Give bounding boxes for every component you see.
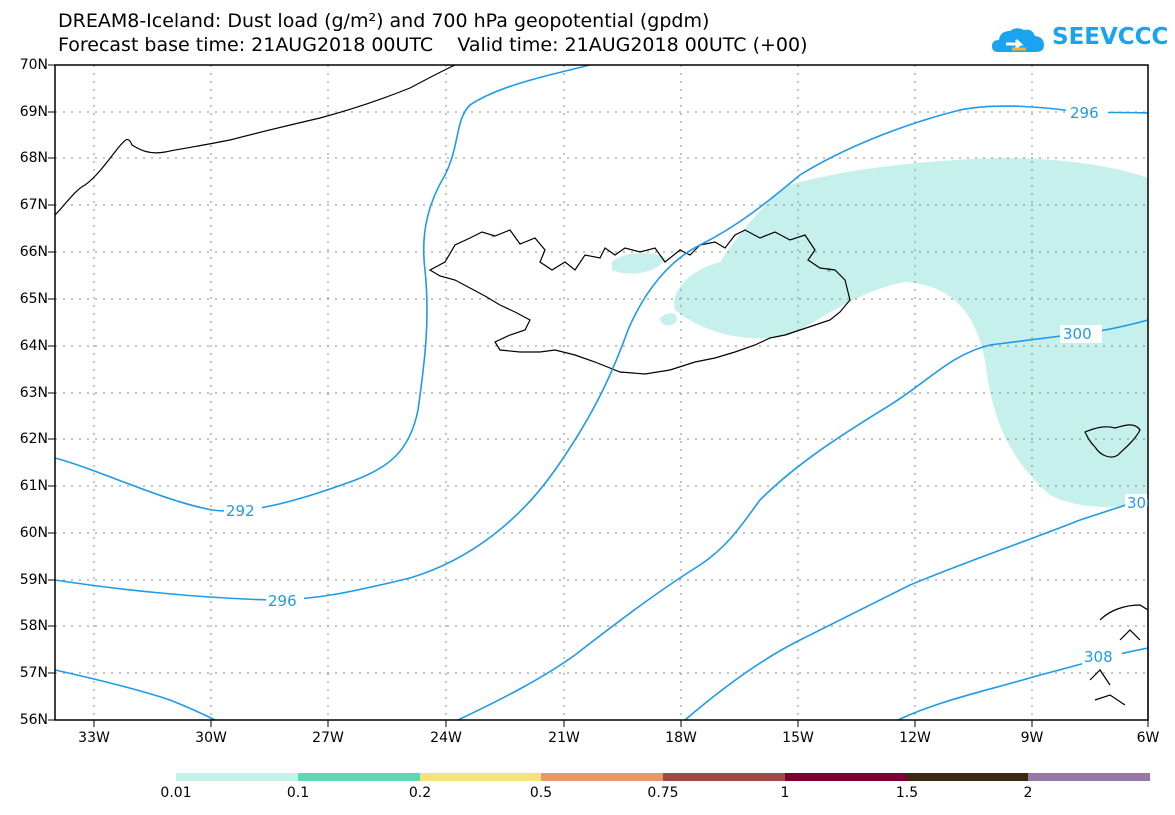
contour-label: 296 (268, 592, 297, 610)
lat-label: 61N (19, 478, 48, 494)
grid (55, 65, 1148, 720)
contour-292 (54, 64, 591, 512)
lon-label: 12W (899, 730, 931, 746)
lat-label: 69N (19, 104, 48, 120)
lon-label: 30W (195, 730, 227, 746)
contour-300-b (684, 497, 1149, 721)
geopotential-contours (54, 64, 1149, 721)
contour-300 (457, 319, 1149, 721)
iceland-coast (428, 229, 851, 375)
lon-label: 6W (1136, 730, 1160, 746)
lon-label: 21W (548, 730, 580, 746)
colorbar-swatch-1 (298, 773, 420, 781)
contour-label: 308 (1084, 648, 1113, 666)
seevccc-logo (992, 28, 1044, 52)
colorbar-label: 0.75 (647, 785, 679, 801)
colorbar-label: 2 (1023, 785, 1033, 801)
contour-296-a (54, 105, 1149, 601)
lat-label: 56N (19, 712, 48, 728)
dust-area-small (612, 253, 666, 274)
colorbar-swatch-0 (176, 773, 298, 781)
colorbar-label: 0.5 (529, 785, 553, 801)
dust-area-fragment (660, 313, 677, 326)
contour-label: 300 (1063, 325, 1092, 343)
lon-label: 24W (430, 730, 462, 746)
contour-label: 292 (226, 502, 255, 520)
colorbar-swatch-5 (785, 773, 907, 781)
contour-label: 296 (1070, 104, 1099, 122)
contour-label: 300 (1127, 494, 1148, 512)
lat-label: 64N (19, 338, 48, 354)
logo-text: SEEVCCC (1052, 24, 1169, 50)
contour-296-b (54, 669, 216, 721)
tick-marks (48, 64, 1149, 727)
coastlines (54, 64, 1149, 720)
colorbar-label: 0.1 (286, 785, 310, 801)
colorbar (176, 773, 1150, 781)
colorbar-label: 0.01 (160, 785, 192, 801)
lon-label: 9W (1020, 730, 1044, 746)
lat-label: 66N (19, 244, 48, 260)
lat-label: 59N (19, 572, 48, 588)
faroe-coast (1084, 424, 1141, 458)
colorbar-swatch-6 (907, 773, 1028, 781)
colorbar-swatch-4 (663, 773, 785, 781)
lat-label: 60N (19, 525, 48, 541)
lat-label: 62N (19, 431, 48, 447)
colorbar-swatch-7 (1028, 773, 1150, 781)
lat-label: 63N (19, 385, 48, 401)
colorbar-label: 1.5 (895, 785, 919, 801)
map-subtitle: Forecast base time: 21AUG2018 00UTC Vali… (58, 34, 808, 56)
lon-label: 15W (782, 730, 814, 746)
colorbar-label: 1 (780, 785, 790, 801)
scotland-coast (1089, 604, 1149, 720)
lon-label: 27W (312, 730, 344, 746)
colorbar-label: 0.2 (408, 785, 432, 801)
lat-label: 67N (19, 197, 48, 213)
lat-label: 70N (19, 57, 48, 73)
lat-label: 57N (19, 665, 48, 681)
greenland-coast (54, 64, 456, 216)
lon-label: 18W (665, 730, 697, 746)
contour-label-backgrounds (224, 104, 1148, 666)
lat-label: 65N (19, 291, 48, 307)
colorbar-swatch-3 (541, 773, 663, 781)
lat-label: 68N (19, 150, 48, 166)
colorbar-swatch-2 (420, 773, 541, 781)
dust-area-main (674, 158, 1148, 507)
map-title: DREAM8-Iceland: Dust load (g/m²) and 700… (58, 10, 710, 32)
lon-label: 33W (78, 730, 110, 746)
lat-label: 58N (19, 618, 48, 634)
